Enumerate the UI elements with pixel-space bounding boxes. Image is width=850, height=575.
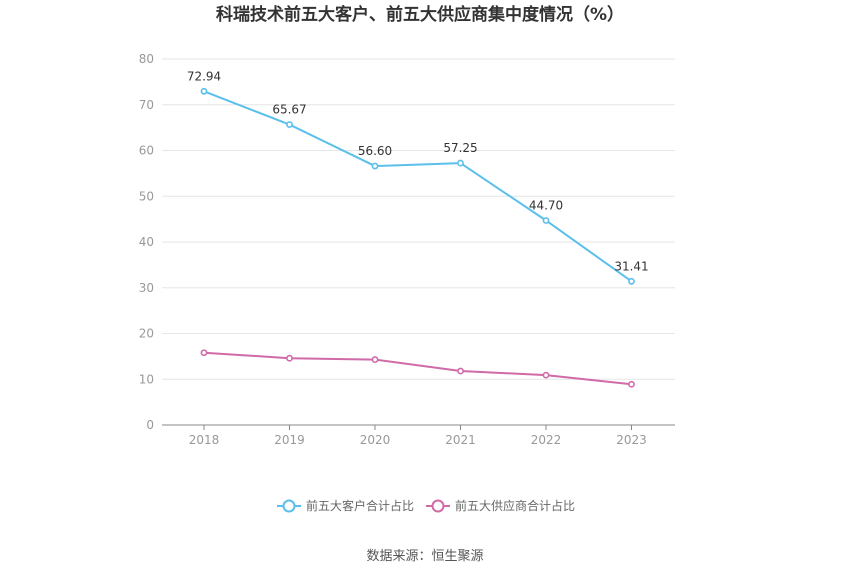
data-label: 56.60 bbox=[358, 144, 392, 158]
data-label: 65.67 bbox=[272, 103, 306, 117]
data-point[interactable] bbox=[457, 159, 464, 167]
y-tick-label: 0 bbox=[146, 418, 154, 432]
chart-title: 科瑞技术前五大客户、前五大供应商集中度情况（%） bbox=[216, 4, 624, 25]
data-point[interactable] bbox=[286, 354, 293, 362]
y-tick-label: 40 bbox=[139, 235, 154, 249]
legend-marker-icon bbox=[282, 499, 296, 513]
y-tick-label: 70 bbox=[139, 98, 154, 112]
data-label: 57.25 bbox=[443, 141, 477, 155]
series-line-1 bbox=[203, 351, 632, 386]
legend-marker-icon bbox=[431, 499, 445, 513]
legend-label: 前五大供应商合计占比 bbox=[455, 498, 575, 513]
y-tick-label: 50 bbox=[139, 189, 154, 203]
data-label: 72.94 bbox=[187, 69, 221, 83]
data-label: 44.70 bbox=[529, 198, 563, 212]
data-point[interactable] bbox=[286, 121, 293, 128]
data-point[interactable] bbox=[371, 162, 379, 170]
y-tick-label: 10 bbox=[139, 372, 154, 386]
grid-lines bbox=[162, 58, 675, 380]
data-point[interactable] bbox=[457, 367, 464, 375]
data-point[interactable] bbox=[628, 380, 635, 388]
x-tick-label: 2018 bbox=[189, 433, 220, 447]
legend: 前五大客户合计占比 前五大供应商合计占比 bbox=[277, 498, 575, 513]
y-tick-label: 80 bbox=[139, 52, 154, 66]
series-line-0 bbox=[203, 90, 633, 283]
legend-item-0[interactable]: 前五大客户合计占比 bbox=[277, 498, 414, 513]
x-tick-label: 2022 bbox=[531, 433, 562, 447]
data-point[interactable] bbox=[200, 349, 208, 357]
data-point[interactable] bbox=[628, 277, 635, 285]
y-tick-label: 20 bbox=[139, 327, 154, 341]
legend-item-1[interactable]: 前五大供应商合计占比 bbox=[426, 498, 575, 513]
y-tick-label: 60 bbox=[139, 144, 154, 158]
data-label: 31.41 bbox=[614, 259, 648, 273]
x-tick-label: 2021 bbox=[445, 433, 476, 447]
axes: 0 10 20 30 40 50 60 70 80 2018 2019 2020 2021 2022 202… bbox=[139, 52, 675, 447]
y-tick-label: 30 bbox=[139, 281, 154, 295]
x-tick-label: 2019 bbox=[274, 433, 305, 447]
series-lines: 72.94 65.67 56.60 57.25 44.70 31.41 bbox=[187, 69, 649, 388]
data-point[interactable] bbox=[371, 356, 379, 363]
legend-label: 前五大客户合计占比 bbox=[306, 498, 414, 513]
data-point[interactable] bbox=[200, 87, 208, 95]
x-tick-label: 2020 bbox=[360, 433, 391, 447]
source-note: 数据来源：恒生聚源 bbox=[366, 549, 483, 564]
x-tick-label: 2023 bbox=[616, 433, 647, 447]
data-point[interactable] bbox=[542, 371, 550, 379]
data-point[interactable] bbox=[542, 217, 550, 224]
